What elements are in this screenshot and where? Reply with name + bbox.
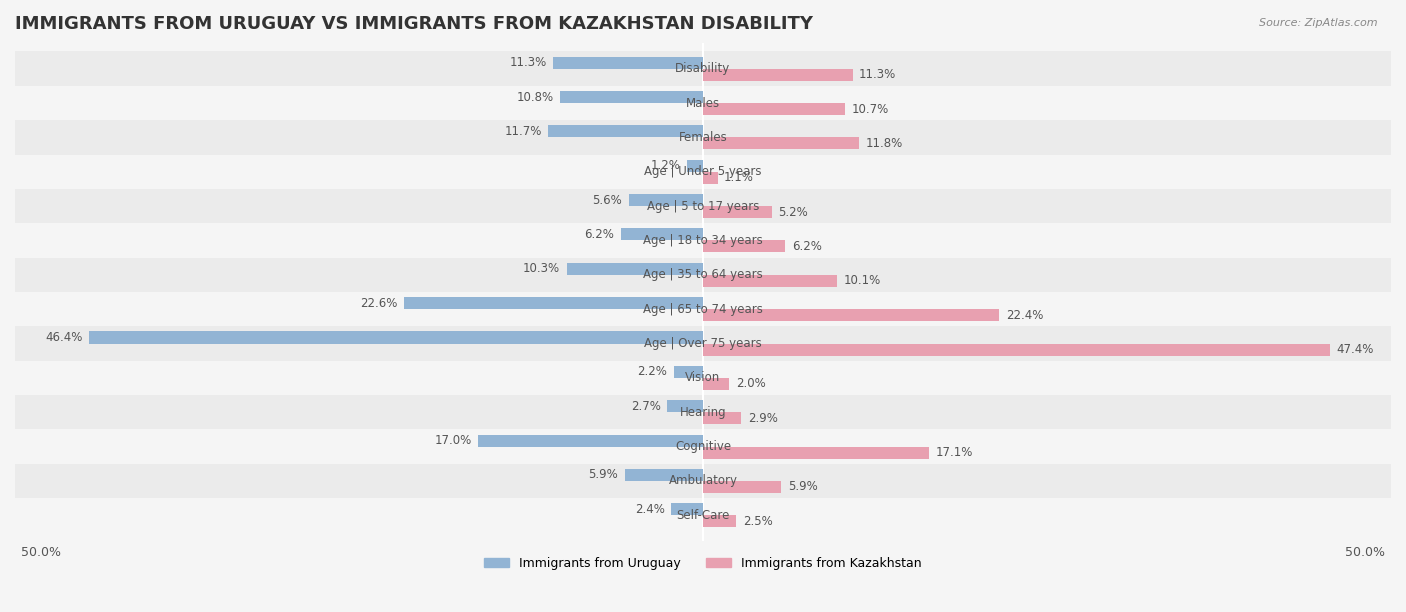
Bar <box>0 395 1406 430</box>
Text: Self-Care: Self-Care <box>676 509 730 522</box>
Text: Source: ZipAtlas.com: Source: ZipAtlas.com <box>1260 18 1378 28</box>
Text: Age | 5 to 17 years: Age | 5 to 17 years <box>647 200 759 212</box>
Bar <box>703 206 772 218</box>
Text: 2.2%: 2.2% <box>637 365 668 378</box>
Bar <box>0 498 1406 532</box>
Text: Age | 35 to 64 years: Age | 35 to 64 years <box>643 268 763 282</box>
Text: 11.3%: 11.3% <box>509 56 547 69</box>
Text: Vision: Vision <box>685 371 721 384</box>
Text: 17.1%: 17.1% <box>936 446 973 459</box>
Bar <box>628 194 703 206</box>
Text: 6.2%: 6.2% <box>792 240 821 253</box>
Text: 2.9%: 2.9% <box>748 412 778 425</box>
Bar <box>89 332 703 343</box>
Bar <box>703 172 717 184</box>
Text: 11.3%: 11.3% <box>859 68 897 81</box>
Bar <box>671 503 703 515</box>
Text: 2.4%: 2.4% <box>634 503 665 516</box>
Text: 1.2%: 1.2% <box>651 159 681 172</box>
Text: 2.0%: 2.0% <box>737 378 766 390</box>
Text: Hearing: Hearing <box>679 406 727 419</box>
Bar <box>703 447 929 458</box>
Bar <box>703 343 1330 356</box>
Bar <box>554 57 703 69</box>
Bar <box>0 86 1406 120</box>
Bar <box>404 297 703 309</box>
Text: Cognitive: Cognitive <box>675 440 731 453</box>
Bar <box>0 258 1406 292</box>
Text: Females: Females <box>679 131 727 144</box>
Text: 22.4%: 22.4% <box>1005 308 1043 322</box>
Bar <box>703 275 837 287</box>
Bar <box>703 309 1000 321</box>
Bar <box>0 51 1406 86</box>
Text: 10.1%: 10.1% <box>844 274 880 287</box>
Bar <box>621 228 703 241</box>
Bar <box>560 91 703 103</box>
Text: Age | Over 75 years: Age | Over 75 years <box>644 337 762 350</box>
Bar <box>0 223 1406 258</box>
Bar <box>0 430 1406 464</box>
Bar <box>703 378 730 390</box>
Text: IMMIGRANTS FROM URUGUAY VS IMMIGRANTS FROM KAZAKHSTAN DISABILITY: IMMIGRANTS FROM URUGUAY VS IMMIGRANTS FR… <box>15 15 813 33</box>
Bar <box>688 160 703 172</box>
Text: 2.7%: 2.7% <box>631 400 661 412</box>
Text: 5.6%: 5.6% <box>592 193 623 207</box>
Text: Disability: Disability <box>675 62 731 75</box>
Text: 10.8%: 10.8% <box>516 91 554 103</box>
Text: 5.9%: 5.9% <box>787 480 817 493</box>
Bar <box>0 120 1406 155</box>
Text: Age | 18 to 34 years: Age | 18 to 34 years <box>643 234 763 247</box>
Text: 11.7%: 11.7% <box>505 125 541 138</box>
Text: 5.2%: 5.2% <box>779 206 808 218</box>
Bar <box>624 469 703 481</box>
Bar <box>0 326 1406 360</box>
Bar <box>0 155 1406 189</box>
Text: Age | 65 to 74 years: Age | 65 to 74 years <box>643 303 763 316</box>
Text: 46.4%: 46.4% <box>45 331 83 344</box>
Bar <box>567 263 703 275</box>
Text: Ambulatory: Ambulatory <box>668 474 738 487</box>
Text: 10.7%: 10.7% <box>851 103 889 116</box>
Bar <box>0 292 1406 326</box>
Bar <box>703 481 782 493</box>
Bar <box>478 435 703 447</box>
Bar <box>0 360 1406 395</box>
Text: 6.2%: 6.2% <box>585 228 614 241</box>
Legend: Immigrants from Uruguay, Immigrants from Kazakhstan: Immigrants from Uruguay, Immigrants from… <box>479 551 927 575</box>
Bar <box>673 366 703 378</box>
Bar <box>703 137 859 149</box>
Bar <box>703 515 737 528</box>
Text: 11.8%: 11.8% <box>866 137 903 150</box>
Text: 1.1%: 1.1% <box>724 171 754 184</box>
Bar <box>703 241 785 253</box>
Text: 5.9%: 5.9% <box>589 468 619 482</box>
Text: Males: Males <box>686 97 720 110</box>
Bar <box>703 69 852 81</box>
Bar <box>668 400 703 412</box>
Text: Age | Under 5 years: Age | Under 5 years <box>644 165 762 178</box>
Text: 2.5%: 2.5% <box>742 515 772 528</box>
Text: 22.6%: 22.6% <box>360 297 398 310</box>
Bar <box>548 125 703 137</box>
Bar <box>703 412 741 424</box>
Text: 17.0%: 17.0% <box>434 434 471 447</box>
Text: 10.3%: 10.3% <box>523 263 560 275</box>
Bar <box>703 103 845 115</box>
Bar <box>0 189 1406 223</box>
Text: 47.4%: 47.4% <box>1337 343 1374 356</box>
Bar <box>0 464 1406 498</box>
